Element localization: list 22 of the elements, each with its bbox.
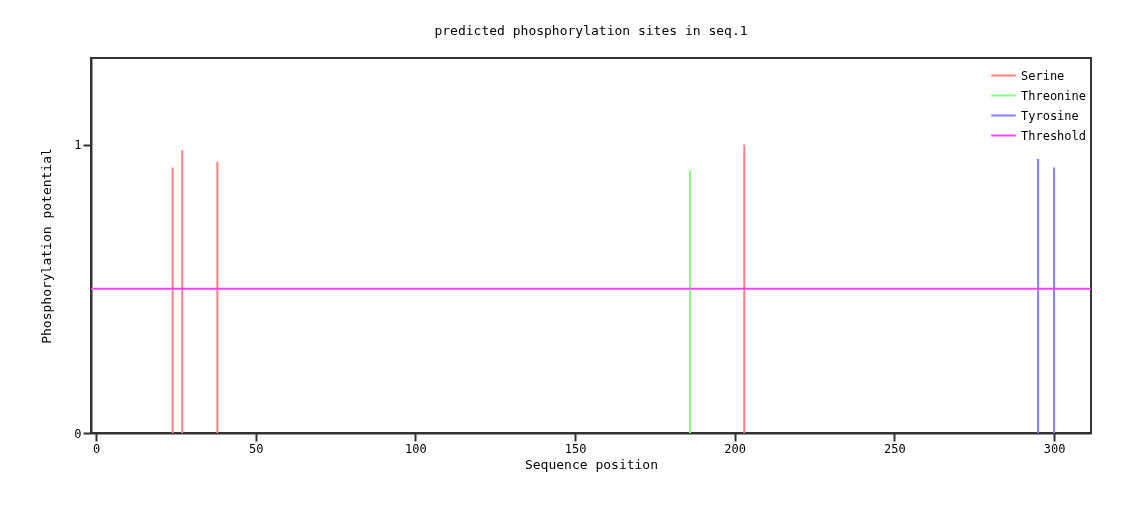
legend-label: Threshold (1021, 128, 1087, 143)
chart-title: predicted phosphorylation sites in seq.1 (434, 23, 748, 38)
x-tick-label: 50 (248, 441, 264, 456)
bar (181, 150, 184, 433)
x-axis-title: Sequence position (524, 456, 659, 472)
x-tick-label: 250 (884, 441, 906, 456)
legend-label: Tyrosine (1021, 108, 1079, 123)
bar (1053, 167, 1056, 433)
legend-label: Serine (1021, 68, 1065, 83)
bar (743, 144, 746, 433)
bar (171, 167, 174, 433)
x-tick-label: 300 (1043, 441, 1066, 456)
bar (1037, 158, 1040, 433)
bar (216, 161, 219, 433)
x-tick-label: 0 (92, 441, 101, 456)
bar (689, 170, 691, 433)
legend-label: Threonine (1021, 88, 1087, 103)
x-tick-label: 200 (724, 441, 747, 456)
y-tick-label: 1 (74, 138, 82, 153)
x-tick-label: 150 (564, 441, 587, 456)
x-tick-label: 100 (405, 441, 427, 456)
y-axis-title: Phosphorylation potential (39, 148, 55, 344)
